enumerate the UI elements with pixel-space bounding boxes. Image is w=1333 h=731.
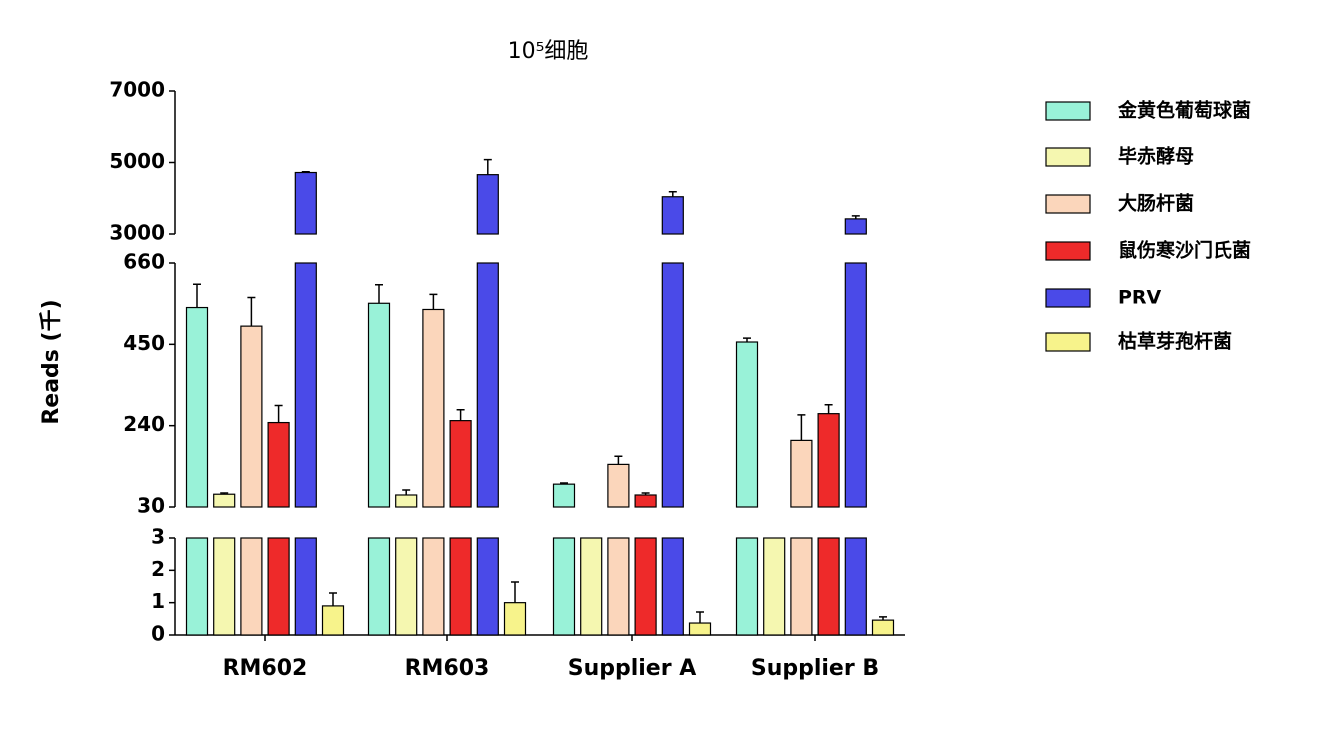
x-tick-label: Supplier B: [751, 656, 879, 681]
error-bar: [220, 492, 229, 495]
y-tick-label: 3: [151, 525, 165, 549]
error-bar: [456, 409, 465, 421]
legend-label: PRV: [1118, 287, 1162, 309]
bar: [844, 537, 867, 636]
error-bar: [668, 190, 677, 197]
legend-swatch: [1045, 101, 1091, 121]
y-tick-label: 7000: [109, 78, 165, 102]
bar: [607, 463, 630, 508]
error-bar: [879, 616, 887, 621]
error-bar: [511, 581, 519, 603]
y-tick-label: 240: [123, 412, 165, 436]
legend-label: 鼠伤寒沙门氏菌: [1118, 239, 1251, 262]
bar: [476, 174, 499, 235]
bar: [185, 306, 209, 508]
bar: [294, 262, 317, 508]
bar: [476, 262, 499, 508]
legend-label: 毕赤酵母: [1118, 145, 1194, 168]
bar: [688, 622, 712, 636]
bar: [844, 262, 867, 508]
bar: [267, 537, 290, 636]
bar: [817, 413, 840, 508]
bar: [503, 602, 527, 636]
legend-label: 枯草芽孢杆菌: [1118, 330, 1232, 353]
error-bar: [429, 293, 438, 310]
bar: [294, 171, 317, 235]
bar: [661, 196, 684, 235]
bar: [661, 262, 684, 508]
y-tick-label: 450: [123, 331, 165, 355]
bar: [294, 537, 317, 636]
bar: [422, 308, 445, 508]
error-bar: [851, 215, 860, 219]
error-bar: [641, 492, 650, 495]
bar: [790, 439, 813, 508]
x-tick-label: RM603: [405, 656, 490, 681]
y-axis-label: Reads (千): [39, 299, 64, 424]
y-tick-label: 660: [123, 250, 165, 274]
legend-swatch: [1045, 288, 1091, 308]
error-bar: [274, 404, 283, 423]
error-bar: [614, 455, 623, 465]
error-bar: [696, 611, 704, 624]
error-bar: [560, 482, 568, 485]
bar: [213, 537, 236, 636]
x-tick-label: RM602: [223, 656, 308, 681]
bar: [395, 537, 418, 636]
bar: [367, 302, 391, 508]
bar: [449, 420, 472, 508]
bar: [476, 537, 499, 636]
bar: [267, 421, 290, 508]
legend-swatch: [1045, 241, 1091, 261]
error-bar: [301, 171, 310, 173]
bar: [735, 537, 759, 636]
y-tick-label: 2: [151, 557, 165, 581]
error-bar: [743, 337, 751, 343]
legend-swatch: [1045, 147, 1091, 167]
y-tick-label: 3000: [109, 221, 165, 245]
bar: [634, 537, 657, 636]
bar: [213, 493, 236, 508]
bar: [185, 537, 209, 636]
error-bar: [329, 592, 337, 606]
bar: [422, 537, 445, 636]
bar: [240, 325, 263, 508]
bar: [449, 537, 472, 636]
bar: [790, 537, 813, 636]
bar: [763, 537, 786, 636]
bar: [844, 218, 867, 235]
error-bar: [824, 404, 833, 414]
y-tick-label: 30: [137, 494, 165, 518]
y-tick-label: 0: [151, 622, 165, 646]
bar: [240, 537, 263, 636]
error-bar: [375, 283, 383, 304]
bar: [552, 537, 576, 636]
bar: [817, 537, 840, 636]
chart-title: 10⁵细胞: [508, 39, 589, 64]
error-bar: [402, 489, 411, 495]
bar: [321, 605, 345, 636]
error-bar: [247, 296, 256, 327]
x-tick-label: Supplier A: [568, 656, 697, 681]
y-tick-label: 1: [151, 589, 165, 613]
bar: [871, 619, 895, 636]
legend-label: 金黄色葡萄球菌: [1117, 99, 1251, 122]
bar: [395, 494, 418, 508]
legend-swatch: [1045, 332, 1091, 352]
bar: [552, 483, 576, 508]
bar: [580, 537, 603, 636]
bar: [661, 537, 684, 636]
bar: [607, 537, 630, 636]
bar: [634, 494, 657, 508]
y-tick-label: 5000: [109, 149, 165, 173]
error-bar: [193, 283, 201, 308]
legend-label: 大肠杆菌: [1118, 192, 1194, 215]
legend-swatch: [1045, 194, 1091, 214]
bar: [735, 341, 759, 508]
error-bar: [797, 414, 806, 441]
error-bar: [483, 158, 492, 175]
bar: [367, 537, 391, 636]
